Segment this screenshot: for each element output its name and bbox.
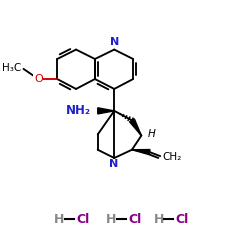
Text: H₃C: H₃C: [2, 64, 22, 74]
Polygon shape: [130, 119, 141, 136]
Text: O: O: [34, 74, 43, 84]
Text: CH₂: CH₂: [162, 152, 182, 162]
Text: Cl: Cl: [128, 213, 141, 226]
Polygon shape: [98, 108, 114, 114]
Text: H: H: [147, 129, 155, 139]
Polygon shape: [132, 150, 150, 155]
Text: H: H: [54, 213, 65, 226]
Text: N: N: [110, 36, 119, 46]
Text: H: H: [154, 213, 164, 226]
Text: NH₂: NH₂: [66, 104, 91, 117]
Text: Cl: Cl: [175, 213, 188, 226]
Text: H: H: [106, 213, 117, 226]
Text: Cl: Cl: [76, 213, 89, 226]
Text: N: N: [109, 159, 118, 169]
